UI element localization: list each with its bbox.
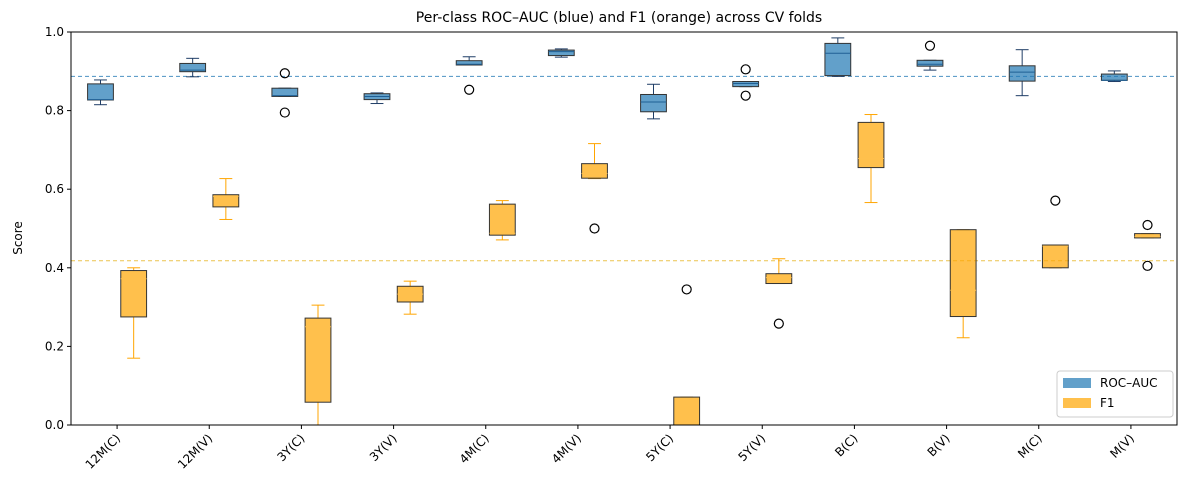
roc-auc-box-4m-v (547, 49, 575, 57)
x-tick-label-b-c: B(C) (832, 431, 860, 459)
legend-label-f1: F1 (1100, 396, 1115, 410)
roc-auc-box-12m-v (179, 62, 207, 73)
x-tick-label-3y-v: 3Y(V) (367, 431, 400, 464)
legend-swatch-roc-auc (1063, 378, 1091, 388)
x-tick-label-b-v: B(V) (925, 431, 953, 459)
roc-auc-box-4m-c (455, 60, 483, 66)
roc-auc-outlier-3y-c-0 (279, 107, 290, 118)
x-tick-label-4m-c: 4M(C) (457, 431, 492, 466)
x-tick-label-5y-v: 5Y(V) (735, 431, 768, 464)
x-tick-label-m-c: M(C) (1015, 431, 1045, 461)
f1-box-m-v (1134, 233, 1161, 239)
plot-area: 0.0 0.2 0.4 0.6 0.8 1.0 12M(C) 12M(V) 3Y(C) 3Y(V)… (45, 25, 1178, 472)
y-tick-label-4: 0.8 (45, 104, 64, 118)
roc-auc-box-m-c (1008, 65, 1036, 82)
x-tick-label-12m-c: 12M(C) (83, 431, 124, 472)
roc-auc-box-5y-c (640, 93, 667, 113)
y-tick-label-3: 0.6 (45, 182, 64, 196)
y-tick-label-2: 0.4 (45, 261, 64, 275)
x-tick-label-3y-c: 3Y(C) (275, 431, 308, 464)
f1-outlier-m-v-1 (1142, 219, 1153, 231)
f1-box-3y-c (304, 317, 332, 403)
f1-outlier-4m-v-0 (589, 223, 600, 234)
roc-auc-outlier-5y-v-1 (740, 64, 751, 75)
f1-box-12m-v (212, 194, 240, 208)
f1-box-5y-c (673, 396, 701, 426)
f1-outlier-5y-c-0 (681, 284, 692, 295)
x-tick-label-4m-v: 4M(V) (549, 431, 584, 466)
f1-outlier-m-c-0 (1050, 195, 1061, 206)
f1-box-b-v (949, 229, 977, 318)
x-tick-label-12m-v: 12M(V) (175, 431, 215, 471)
f1-box-5y-v (765, 273, 793, 285)
roc-auc-box-b-v (916, 59, 944, 67)
legend: ROC–AUC F1 (1056, 370, 1174, 418)
plot-frame (70, 31, 1178, 426)
y-tick-label-1: 0.2 (45, 339, 64, 353)
roc-auc-box-b-c (824, 42, 852, 77)
y-tick-label-5: 1.0 (45, 25, 64, 39)
f1-box-b-c (857, 121, 885, 169)
roc-auc-outlier-4m-c-0 (464, 84, 475, 95)
y-tick-label-0: 0.0 (45, 418, 64, 432)
y-axis-label: Score (11, 221, 25, 255)
legend-swatch-f1 (1063, 398, 1091, 408)
chart-title: Per-class ROC–AUC (blue) and F1 (orange)… (416, 10, 822, 26)
roc-auc-box-m-v (1100, 73, 1128, 81)
roc-auc-outlier-3y-c-1 (279, 68, 290, 79)
f1-outlier-5y-v-0 (773, 318, 784, 329)
f1-box-4m-c (488, 203, 516, 236)
roc-auc-box-12m-c (87, 83, 114, 101)
f1-box-4m-v (581, 163, 608, 179)
roc-auc-box-5y-v (732, 81, 760, 88)
roc-auc-box-3y-c (271, 87, 299, 97)
f1-box-m-c (1041, 244, 1069, 269)
roc-auc-outlier-b-v-0 (924, 40, 936, 51)
x-tick-label-5y-c: 5Y(C) (643, 431, 676, 464)
legend-label-roc-auc: ROC–AUC (1100, 376, 1158, 390)
f1-outlier-m-v-0 (1142, 260, 1153, 271)
roc-auc-outlier-5y-v-0 (740, 90, 751, 101)
x-tick-label-m-v: M(V) (1107, 431, 1137, 461)
f1-box-12m-c (120, 270, 148, 318)
